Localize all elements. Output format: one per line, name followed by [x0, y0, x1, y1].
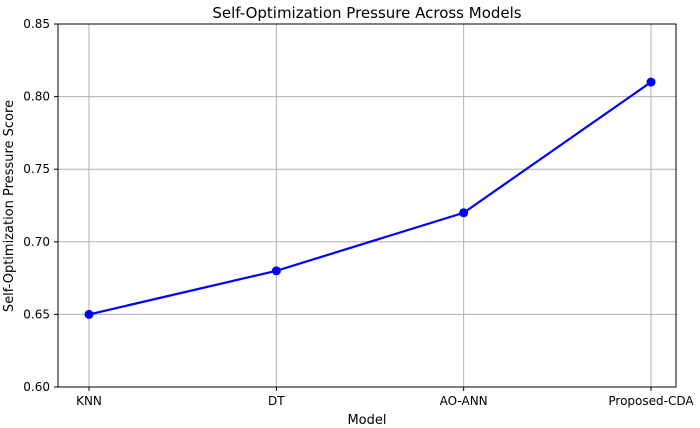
x-tick-label: KNN: [76, 394, 102, 408]
series-layer: [84, 77, 656, 319]
data-point: [459, 208, 469, 218]
series-line: [88, 81, 652, 316]
x-axis-label: Model: [347, 413, 386, 428]
y-tick-label: 0.60: [23, 380, 50, 394]
y-tick-label: 0.85: [23, 17, 50, 31]
plot-frame: [57, 23, 677, 388]
y-axis-label: Self-Optimization Pressure Score: [2, 100, 17, 312]
x-tick-label: DT: [268, 394, 285, 408]
data-point: [84, 309, 94, 319]
y-tick-label: 0.65: [23, 307, 50, 321]
x-tick-label: Proposed-CDA: [608, 394, 694, 408]
y-tick-label: 0.70: [23, 235, 50, 249]
data-point: [271, 266, 281, 276]
data-point: [646, 77, 656, 87]
ticks: KNN DT AO-ANN Proposed-CDA 0.60 0.65 0.70 0.75 0…: [23, 17, 694, 408]
y-tick-label: 0.75: [23, 162, 50, 176]
chart-title: Self-Optimization Pressure Across Models: [212, 4, 521, 22]
y-tick-label: 0.80: [23, 90, 50, 104]
grid: [58, 23, 676, 388]
x-tick-label: AO-ANN: [440, 394, 488, 408]
